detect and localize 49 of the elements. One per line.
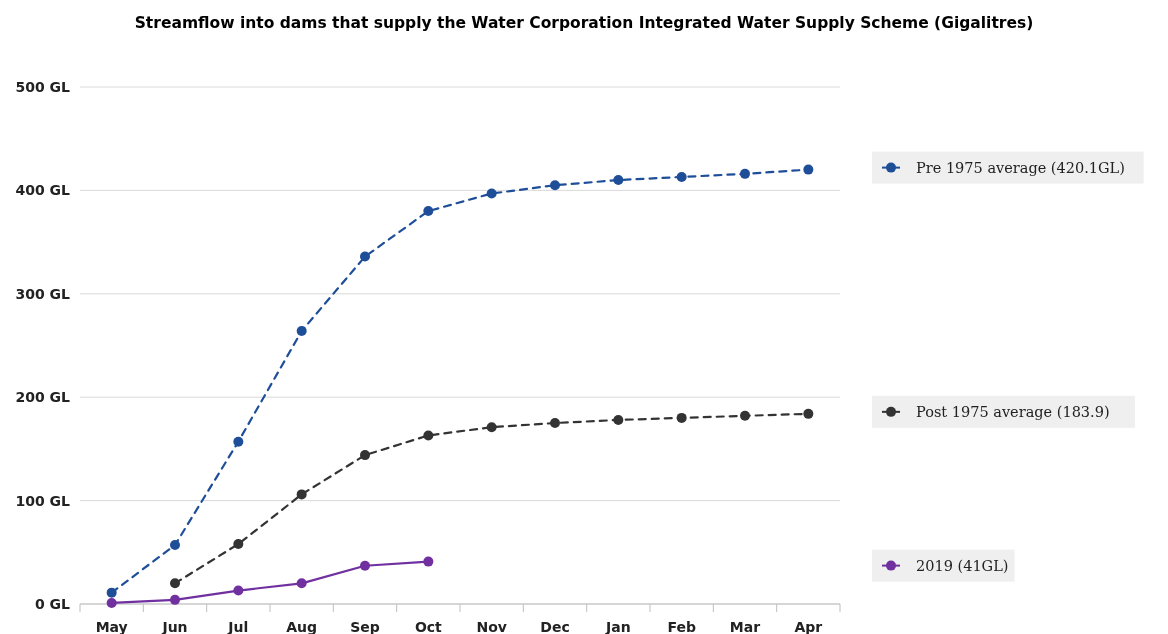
point [296,578,307,589]
point [550,418,560,429]
point [740,168,750,179]
x-tick-label: Mar [729,619,761,634]
point [803,164,814,175]
legend-label: Post 1975 average (183.9) [916,403,1110,420]
x-tick-label: Jul [227,619,249,634]
y-tick-label: 100 GL [15,492,71,509]
x-tick-label: Dec [540,619,570,634]
y-tick-label: 200 GL [15,389,71,406]
point [233,436,244,447]
point [170,578,180,589]
x-tick-label: Nov [476,619,507,634]
x-tick-label: Oct [414,619,443,634]
point [360,560,370,571]
x-tick-label: Jun [161,619,188,634]
x-tick-label: Feb [667,619,696,634]
point [613,414,624,425]
point [360,251,370,262]
point [233,539,244,550]
point [550,180,560,191]
point [423,430,434,441]
point [486,422,497,433]
point [170,540,180,551]
point [170,594,180,605]
legend-label: 2019 (41GL) [916,557,1009,574]
y-tick-label: 400 GL [15,182,71,199]
point [676,412,687,423]
x-tick-label: Apr [794,619,823,634]
point [423,206,434,217]
point [613,175,624,186]
point [676,171,687,182]
point [740,410,750,421]
chart-title: Streamflow into dams that supply the Water Corporation Integrated Water Supply Scheme (Gigalitres) [134,14,1034,32]
y-tick-label: 300 GL [15,285,71,302]
y-tick-label: 500 GL [15,78,71,95]
point [296,326,307,337]
point [106,587,117,598]
y-tick-label: 0 GL [34,595,71,612]
point [106,597,117,608]
legend-label: Pre 1975 average (420.1GL) [916,159,1125,176]
x-tick-label: Jan [605,619,631,634]
point [423,556,434,567]
point [233,585,244,596]
point [296,489,307,500]
point [803,408,814,419]
point [360,450,370,461]
point [486,188,497,199]
x-tick-label: Sep [350,619,380,634]
